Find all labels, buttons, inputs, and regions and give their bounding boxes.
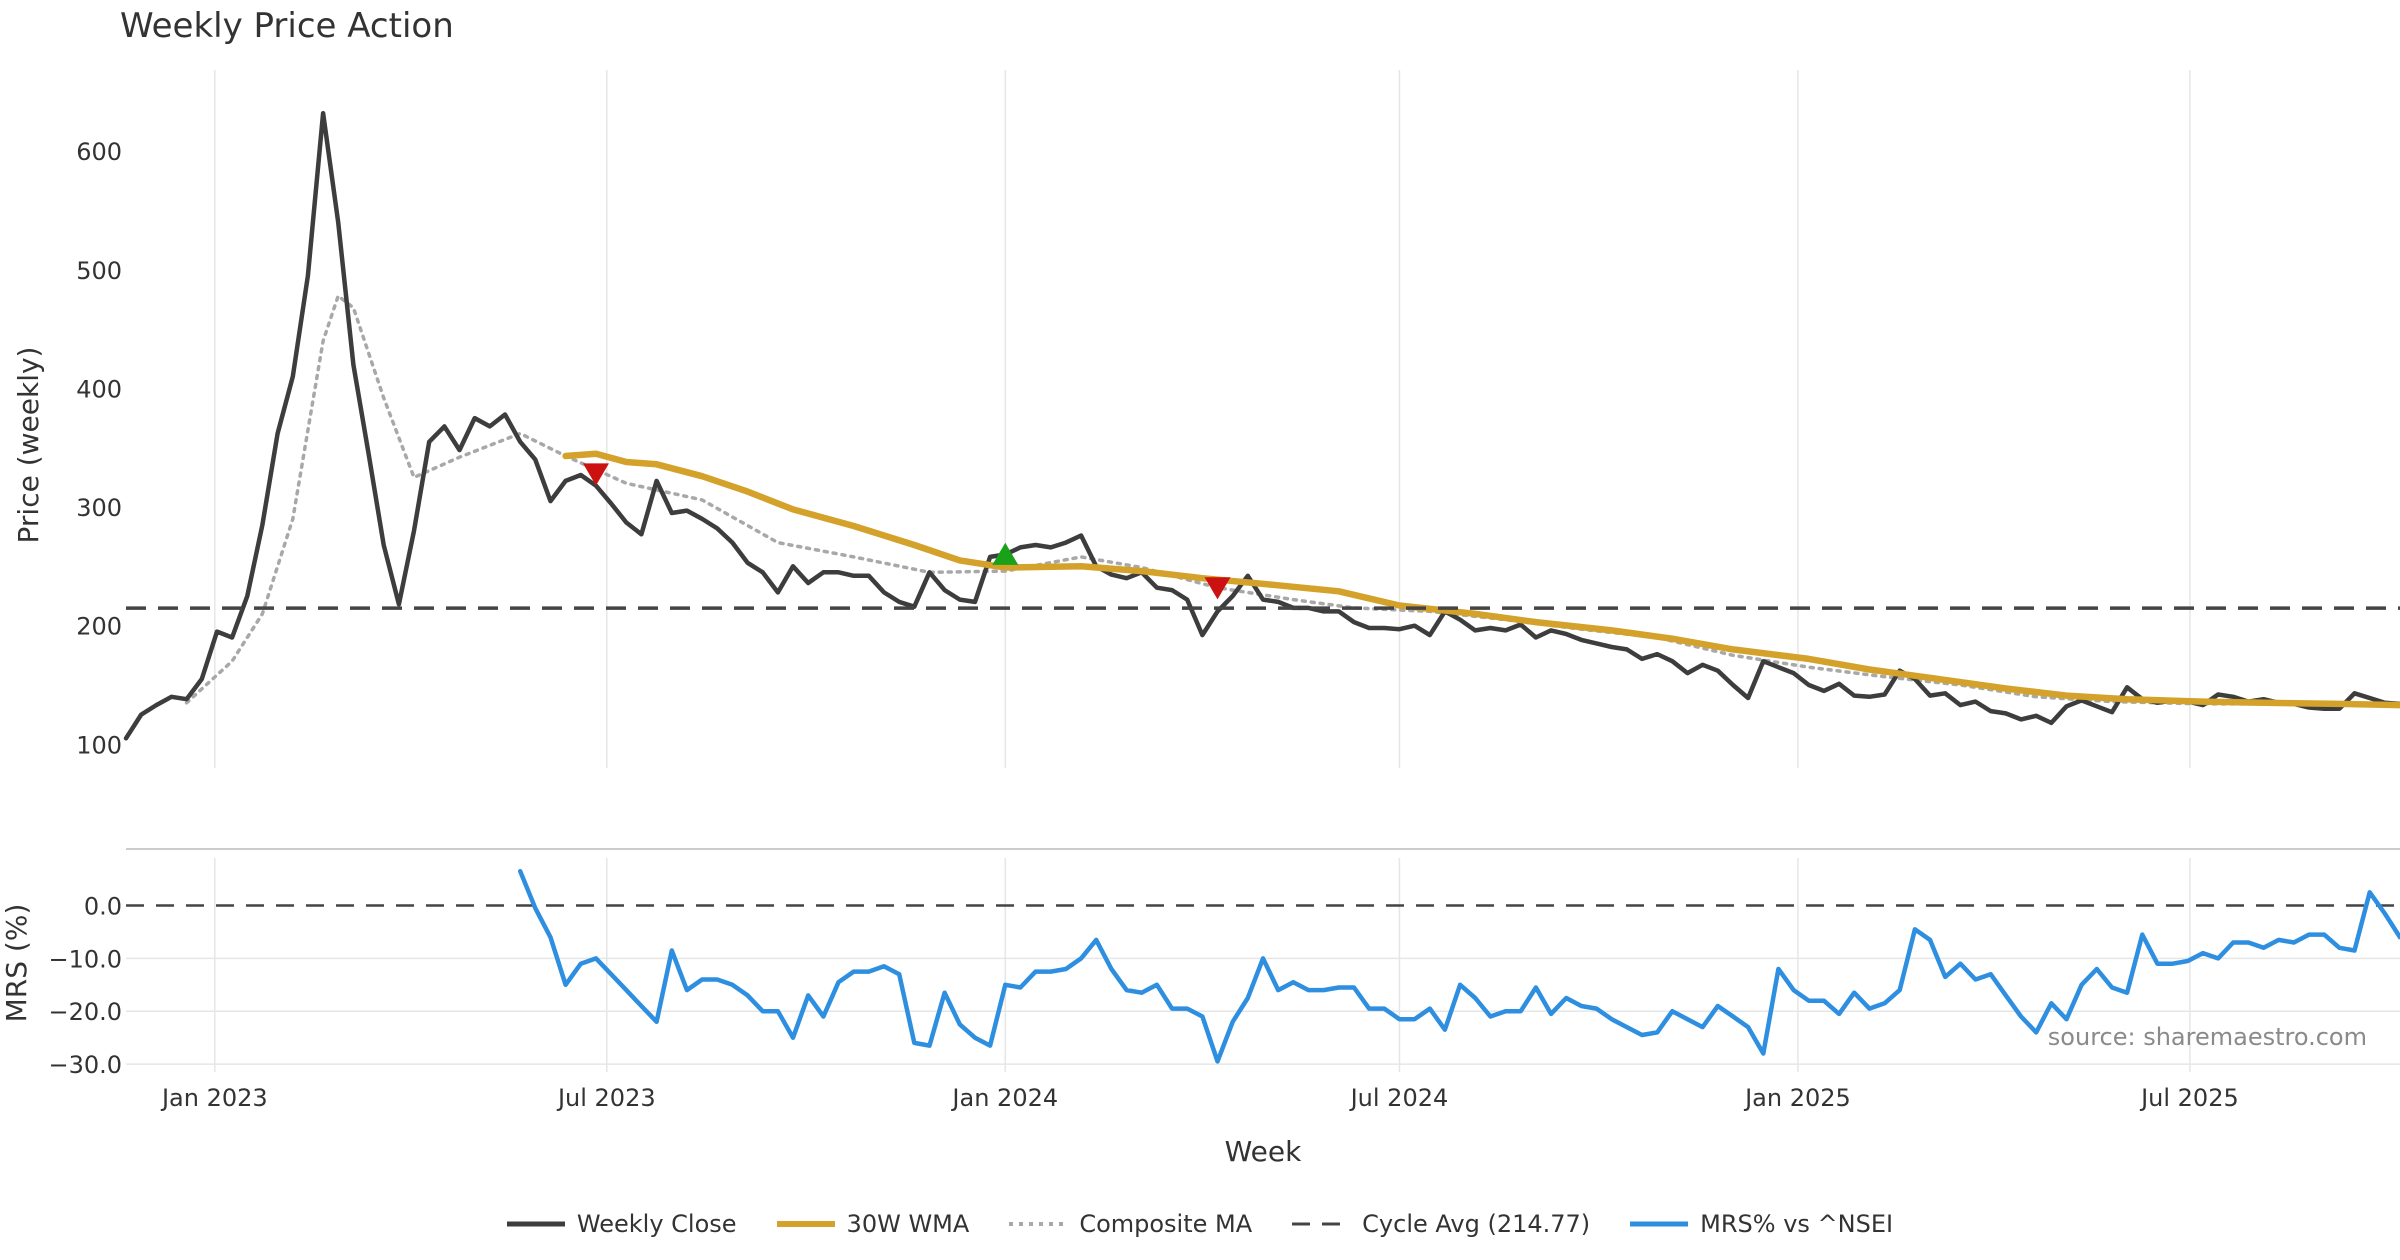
signal-markers [582,463,1231,600]
mrs-y-tick-label: 0.0 [84,893,122,921]
legend-swatch-cycle [1292,1222,1351,1226]
legend-item-weekly-close: Weekly Close [506,1210,737,1238]
mrs-y-tick-label: −20.0 [48,998,122,1026]
series-mrs [517,868,2400,1064]
price-y-tick-label: 100 [76,731,122,759]
price-y-axis-label: Price (weekly) [12,347,45,544]
x-tick-label: Jan 2024 [950,1084,1058,1112]
legend-label: Cycle Avg (214.77) [1362,1210,1591,1238]
legend-item-composite-ma: Composite MA [1009,1210,1252,1238]
mrs-y-axis-label: MRS (%) [0,904,33,1023]
x-tick-label: Jan 2025 [1743,1084,1851,1112]
legend-label: Composite MA [1079,1210,1253,1238]
legend-label: MRS% vs ^NSEI [1700,1210,1894,1238]
legend: Weekly Close 30W WMA Composite MA Cycle … [0,1210,2400,1238]
price-y-ticks: 100 200 300 400 500 600 [76,138,122,759]
sell-signal-marker [1204,577,1231,600]
x-tick-label: Jul 2025 [2139,1084,2239,1112]
legend-swatch-composite [1009,1222,1068,1226]
mrs-y-tick-label: −10.0 [48,945,122,973]
mrs-series [126,868,2400,1064]
legend-swatch-close [506,1221,565,1227]
price-series [123,110,2400,741]
legend-label: Weekly Close [576,1210,737,1238]
price-y-tick-label: 200 [76,613,122,641]
sell-signal-marker [582,463,609,486]
series-weekly-close [123,110,2400,741]
x-tick-label: Jan 2023 [160,1084,268,1112]
mrs-y-ticks: 0.0 −10.0 −20.0 −30.0 [48,893,122,1080]
series-composite-ma [184,294,2400,706]
price-y-tick-label: 400 [76,375,122,403]
buy-signal-marker [992,542,1019,565]
x-ticks: Jan 2023 Jul 2023 Jan 2024 Jul 2024 Jan 2025… [160,1084,2239,1112]
price-grid [214,70,2191,768]
source-annotation: source: sharemaestro.com [2048,1023,2367,1051]
x-tick-label: Jul 2024 [1349,1084,1449,1112]
price-y-tick-label: 300 [76,494,122,522]
legend-item-30w-wma: 30W WMA [776,1210,970,1238]
series-30w-wma [562,450,2400,709]
x-tick-label: Jul 2023 [556,1084,656,1112]
legend-swatch-mrs [1630,1221,1689,1227]
x-axis-label: Week [1225,1135,1302,1168]
legend-item-cycle-avg: Cycle Avg (214.77) [1292,1210,1590,1238]
legend-item-mrs: MRS% vs ^NSEI [1630,1210,1893,1238]
mrs-y-tick-label: −30.0 [48,1051,122,1079]
chart-title: Weekly Price Action [120,6,454,46]
price-y-tick-label: 500 [76,257,122,285]
legend-label: 30W WMA [846,1210,970,1238]
price-y-tick-label: 600 [76,138,122,166]
legend-swatch-wma [776,1221,835,1227]
